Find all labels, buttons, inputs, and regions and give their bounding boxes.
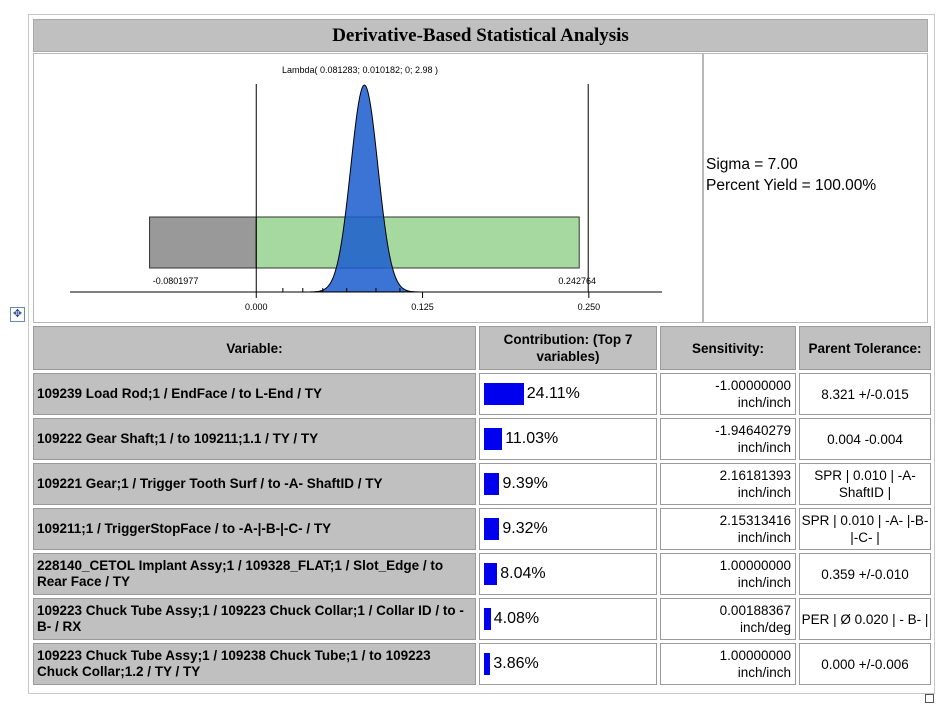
contribution-percent: 11.03% (505, 430, 559, 447)
contribution-cell: 8.04% (479, 553, 657, 595)
variable-cell: 109211;1 / TriggerStopFace / to -A-|-B-|… (33, 508, 476, 550)
upper-limit-label: 0.242764 (558, 276, 596, 286)
distribution-chart-cell: 0.000 0.125 0.250 -0.0801977 0.242764 Lambda(… (33, 53, 703, 323)
tolerance-cell: PER | Ø 0.020 | - B- | (799, 598, 931, 640)
sensitivity-value: -1.00000000 (715, 378, 791, 393)
sensitivity-unit: inch/inch (737, 440, 791, 455)
contribution-percent: 9.32% (502, 520, 548, 537)
tick-label: 0.000 (245, 302, 268, 312)
sensitivity-cell: -1.00000000 inch/inch (660, 373, 796, 415)
tolerance-value: SPR | 0.010 | -A- |-B-|-C- | (801, 513, 929, 545)
contribution-percent: 4.08% (493, 610, 540, 627)
below-nominal-band (149, 216, 257, 269)
above-nominal-band (255, 216, 580, 269)
tolerance-value: 0.000 +/-0.006 (821, 656, 909, 672)
contribution-bar (484, 473, 500, 495)
sigma-value: Sigma = 7.00 (706, 156, 798, 173)
tick-label: 0.125 (411, 302, 434, 312)
header-variable: Variable: (33, 326, 476, 370)
variable-name: 109222 Gear Shaft;1 / to 109211;1.1 / TY… (37, 431, 319, 446)
tolerance-value: SPR | 0.010 | -A- ShaftID | (814, 468, 916, 500)
contribution-bar (484, 653, 491, 675)
report-title: Derivative-Based Statistical Analysis (33, 19, 928, 52)
variable-cell: 109222 Gear Shaft;1 / to 109211;1.1 / TY… (33, 418, 476, 460)
sensitivity-cell: 1.00000000 inch/inch (660, 553, 796, 595)
header-tolerance: Parent Tolerance: (799, 326, 931, 370)
sensitivity-cell: 2.15313416 inch/inch (660, 508, 796, 550)
tolerance-cell: SPR | 0.010 | -A- |-B-|-C- | (799, 508, 931, 550)
percent-yield: Percent Yield = 100.00% (706, 177, 877, 194)
sensitivity-value: 0.00188367 (719, 603, 791, 618)
sensitivity-cell: 1.00000000 inch/inch (660, 643, 796, 685)
variables-table: Variable: Contribution: (Top 7 variables… (30, 323, 934, 688)
sensitivity-unit: inch/deg (739, 620, 791, 635)
sensitivity-value: 1.00000000 (719, 558, 791, 573)
variable-cell: 109239 Load Rod;1 / EndFace / to L-End /… (33, 373, 476, 415)
contribution-bar (484, 608, 491, 630)
tolerance-cell: SPR | 0.010 | -A- ShaftID | (799, 463, 931, 505)
table-row: 228140_CETOL Implant Assy;1 / 109328_FLA… (33, 553, 931, 595)
variable-name: 228140_CETOL Implant Assy;1 / 109328_FLA… (37, 558, 444, 589)
contribution-percent: 8.04% (500, 565, 546, 582)
contribution-percent: 24.11% (526, 385, 580, 402)
table-move-handle-icon[interactable]: ✥ (10, 307, 25, 322)
tolerance-cell: 0.000 +/-0.006 (799, 643, 931, 685)
stats-cell: Sigma = 7.00 Percent Yield = 100.00% (703, 53, 928, 323)
tick-label: 0.250 (578, 302, 601, 312)
contribution-percent: 3.86% (493, 655, 539, 672)
contribution-bar (484, 518, 500, 540)
contribution-cell: 11.03% (479, 418, 657, 460)
sensitivity-cell: 0.00188367 inch/deg (660, 598, 796, 640)
contribution-cell: 24.11% (479, 373, 657, 415)
distribution-label: Lambda( 0.081283; 0.010182; 0; 2.98 ) (282, 65, 438, 75)
table-row: 109221 Gear;1 / Trigger Tooth Surf / to … (33, 463, 931, 505)
contribution-bar (484, 563, 498, 585)
distribution-curve (310, 84, 419, 293)
variable-cell: 109223 Chuck Tube Assy;1 / 109223 Chuck … (33, 598, 476, 640)
sensitivity-cell: 2.16181393 inch/inch (660, 463, 796, 505)
variable-name: 109223 Chuck Tube Assy;1 / 109238 Chuck … (37, 648, 431, 679)
table-row: 109223 Chuck Tube Assy;1 / 109223 Chuck … (33, 598, 931, 640)
table-row: 109239 Load Rod;1 / EndFace / to L-End /… (33, 373, 931, 415)
sensitivity-unit: inch/inch (737, 485, 791, 500)
header-contribution: Contribution: (Top 7 variables) (479, 326, 657, 370)
sensitivity-unit: inch/inch (737, 395, 791, 410)
tolerance-cell: 8.321 +/-0.015 (799, 373, 931, 415)
sensitivity-cell: -1.94640279 inch/inch (660, 418, 796, 460)
tolerance-cell: 0.004 -0.004 (799, 418, 931, 460)
tolerance-value: PER | Ø 0.020 | - B- | (801, 611, 929, 627)
contribution-percent: 9.39% (502, 475, 548, 492)
header-sensitivity: Sensitivity: (660, 326, 796, 370)
contribution-cell: 9.39% (479, 463, 657, 505)
variable-cell: 109221 Gear;1 / Trigger Tooth Surf / to … (33, 463, 476, 505)
sensitivity-unit: inch/inch (737, 530, 791, 545)
tolerance-value: 0.004 -0.004 (827, 431, 903, 447)
sensitivity-unit: inch/inch (737, 665, 791, 680)
table-row: 109223 Chuck Tube Assy;1 / 109238 Chuck … (33, 643, 931, 685)
tolerance-cell: 0.359 +/-0.010 (799, 553, 931, 595)
sensitivity-value: -1.94640279 (715, 423, 791, 438)
variable-name: 109211;1 / TriggerStopFace / to -A-|-B-|… (37, 521, 332, 536)
contribution-bar (484, 428, 503, 450)
contribution-cell: 4.08% (479, 598, 657, 640)
table-row: 109211;1 / TriggerStopFace / to -A-|-B-|… (33, 508, 931, 550)
contribution-cell: 3.86% (479, 643, 657, 685)
distribution-chart: 0.000 0.125 0.250 -0.0801977 0.242764 Lambda(… (70, 65, 662, 312)
variable-cell: 109223 Chuck Tube Assy;1 / 109238 Chuck … (33, 643, 476, 685)
tolerance-value: 0.359 +/-0.010 (821, 566, 909, 582)
variable-name: 109223 Chuck Tube Assy;1 / 109223 Chuck … (37, 603, 464, 634)
variable-name: 109221 Gear;1 / Trigger Tooth Surf / to … (37, 476, 383, 491)
sensitivity-value: 2.16181393 (719, 468, 791, 483)
lower-limit-label: -0.0801977 (153, 276, 199, 286)
sensitivity-value: 2.15313416 (719, 513, 791, 528)
variable-cell: 228140_CETOL Implant Assy;1 / 109328_FLA… (33, 553, 476, 595)
tolerance-value: 8.321 +/-0.015 (821, 386, 909, 402)
resize-handle[interactable] (925, 694, 934, 703)
table-row: 109222 Gear Shaft;1 / to 109211;1.1 / TY… (33, 418, 931, 460)
variable-name: 109239 Load Rod;1 / EndFace / to L-End /… (37, 386, 323, 401)
sensitivity-unit: inch/inch (737, 575, 791, 590)
contribution-bar (484, 383, 524, 405)
sensitivity-value: 1.00000000 (719, 648, 791, 663)
contribution-cell: 9.32% (479, 508, 657, 550)
